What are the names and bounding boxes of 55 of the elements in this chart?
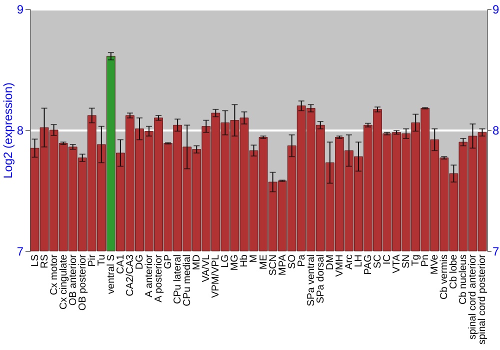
x-tick-label: DG xyxy=(134,254,146,270)
x-tick-label: OB posterior xyxy=(77,254,88,311)
x-tick-label: Cx cingulate xyxy=(58,254,70,310)
x-tick-label: SPa dorsal xyxy=(315,254,326,304)
y2-tick-label: 8 xyxy=(492,124,500,138)
x-tick-label: SO xyxy=(286,254,298,269)
x-tick-label: VMH xyxy=(334,254,346,277)
y-tick-label: 7 xyxy=(16,244,24,258)
x-tick-label: MPA xyxy=(277,254,288,276)
x-tick-label: Tu xyxy=(96,254,108,266)
x-tick-label: A anterior xyxy=(144,254,156,298)
y-axis-title: Log2 (expression) xyxy=(0,82,15,179)
x-tick-label: A posterior xyxy=(154,254,165,302)
x-tick-label: SPa ventral xyxy=(306,254,317,306)
x-tick-label: spinal cord anterior xyxy=(468,254,479,340)
y2-tick-label: 9 xyxy=(492,2,500,16)
x-tick-label: Cb lobe xyxy=(448,254,460,289)
x-tick-label: SC xyxy=(372,254,384,268)
y-tick-label: 8 xyxy=(16,124,24,138)
x-tick-label: CA1 xyxy=(115,254,126,274)
x-tick-label: VTA xyxy=(392,254,403,274)
x-tick-label: Hb xyxy=(239,254,250,268)
x-tick-label: SN xyxy=(401,254,412,268)
y-tick-label: 9 xyxy=(16,2,24,16)
x-tick-label: CA2/CA3 xyxy=(124,254,136,296)
x-tick-label: MD xyxy=(192,254,203,270)
x-tick-label: IC xyxy=(382,254,394,264)
x-tick-label: Tg xyxy=(410,254,422,266)
x-tick-label: M xyxy=(248,254,260,263)
y2-tick-label: 7 xyxy=(492,244,500,258)
x-tick-label: OB anterior xyxy=(68,254,79,306)
x-tick-label: VPM/VPL xyxy=(210,254,222,298)
x-tick-label: Cb vermis xyxy=(439,254,450,300)
x-tick-label: MVe xyxy=(430,254,441,275)
x-tick-label: MG xyxy=(230,254,241,271)
x-tick-label: Pa xyxy=(296,254,308,267)
x-tick-label: ME xyxy=(258,254,270,270)
x-tick-label: Arc xyxy=(344,254,355,270)
x-tick-label: RS xyxy=(39,254,50,268)
x-tick-label: spinal cord posterior xyxy=(477,254,488,345)
x-tick-label: Pn xyxy=(420,254,432,267)
x-tick-label: Cb nucleus xyxy=(458,254,470,305)
x-tick-label: VA/VL xyxy=(201,254,212,282)
x-tick-label: GP xyxy=(163,254,174,269)
x-tick-label: CPu medial xyxy=(182,254,194,306)
x-tick-label: LH xyxy=(353,254,364,268)
x-tick-label: SCN xyxy=(268,254,279,276)
x-tick-label: LG xyxy=(220,254,232,268)
x-tick-label: PAG xyxy=(362,254,374,275)
x-tick-label: CPu lateral xyxy=(172,254,184,304)
x-tick-label: Pir xyxy=(86,254,98,267)
x-tick-label: ventral S xyxy=(106,254,117,294)
x-tick-label: LS xyxy=(30,254,41,267)
x-tick-label: DM xyxy=(324,254,336,270)
x-tick-label: Cx motor xyxy=(48,254,60,296)
